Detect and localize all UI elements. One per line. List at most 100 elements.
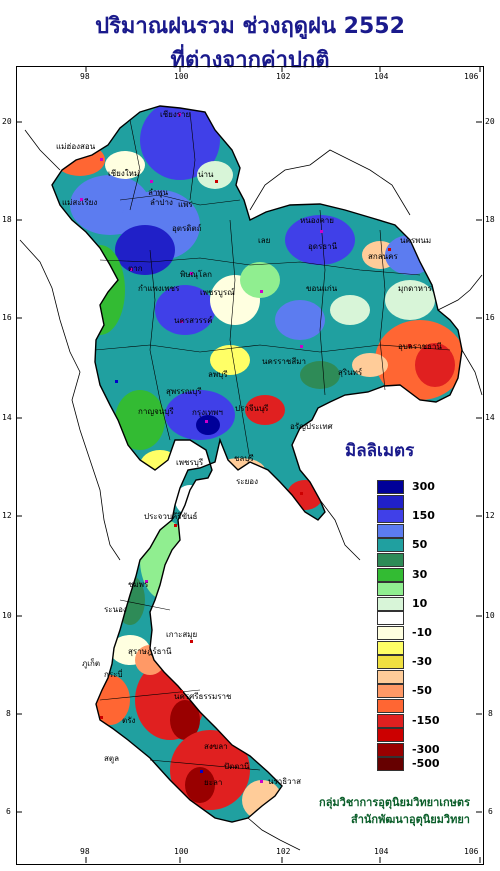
legend-label: 300: [412, 480, 435, 493]
legend-label: 50: [412, 538, 428, 552]
place-label: แม่ฮ่องสอน: [56, 142, 96, 151]
legend-swatch: [377, 640, 404, 655]
lon-tick-top: 102: [276, 72, 291, 81]
lat-tick-left: 20: [2, 117, 12, 126]
place-label: ลำปาง: [150, 198, 173, 207]
legend-label: 150: [412, 509, 435, 523]
place-label: เกาะสมุย: [166, 630, 198, 639]
lat-tick-left: 18: [2, 215, 12, 224]
lat-tick-left: 6: [6, 807, 11, 816]
lon-tick-bottom: 106: [464, 847, 479, 856]
legend-label: -500: [412, 757, 440, 771]
map-subtitle: ที่ต่างจากค่าปกติ: [170, 48, 330, 73]
lon-tick-top: 106: [464, 72, 479, 81]
map-frame: [16, 66, 484, 865]
place-label: ชุมพร: [128, 580, 149, 589]
place-label: เชียงใหม่: [108, 169, 140, 178]
place-label: น่าน: [198, 170, 214, 179]
lat-tick-right: 14: [485, 413, 495, 422]
station-markers: [80, 113, 411, 783]
lat-tick-right: 6: [488, 807, 493, 816]
place-label: สตูล: [104, 754, 119, 763]
legend-swatch: [377, 669, 404, 684]
lon-tick-top: 100: [174, 72, 189, 81]
place-label: ขอนแก่น: [306, 284, 338, 293]
legend-swatch: [377, 596, 404, 611]
legend-label: 10: [412, 596, 428, 610]
lon-tick-bottom: 100: [174, 847, 189, 856]
place-label: เลย: [258, 236, 271, 245]
lon-tick-bottom: 98: [80, 847, 90, 856]
place-label: สุราษฎร์ธานี: [128, 647, 172, 656]
legend-swatch: [377, 567, 404, 582]
legend-label: -150: [412, 713, 440, 727]
place-label: เพชรบูรณ์: [200, 288, 235, 297]
place-label: แม่สะเรียง: [62, 198, 98, 207]
legend-swatch: [377, 553, 404, 567]
place-label: ภูเก็ต: [82, 659, 101, 668]
lat-tick-right: 18: [485, 215, 495, 224]
legend-label: -50: [412, 684, 432, 698]
lat-tick-left: 16: [2, 313, 12, 322]
legend-swatch: [377, 523, 404, 538]
place-label: สุพรรณบุรี: [166, 387, 202, 396]
place-label: สกลนคร: [368, 252, 398, 261]
map-title: ปริมาณฝนรวม ช่วงฤดูฝน 2552: [95, 14, 405, 39]
legend-label: -10: [412, 626, 432, 639]
place-label: อุดรธานี: [308, 242, 338, 251]
legend-swatch: [377, 509, 404, 524]
place-label: ยะลา: [204, 778, 223, 787]
lat-tick-right: 16: [485, 313, 495, 322]
place-label: นครราชสีมา: [262, 357, 306, 366]
place-label: เพชรบุรี: [176, 458, 204, 467]
place-label: อรัญประเทศ: [290, 422, 333, 431]
lon-tick-bottom: 104: [374, 847, 389, 856]
legend-swatch: [377, 494, 404, 509]
legend-swatch: [377, 626, 404, 640]
place-label: ชลบุรี: [234, 454, 254, 463]
place-label: พิษณุโลก: [180, 270, 213, 279]
place-label: กำแพงเพชร: [138, 284, 180, 293]
place-label: กระบี่: [104, 670, 123, 679]
lon-tick-bottom: 102: [276, 847, 291, 856]
lat-tick-left: 8: [6, 709, 11, 718]
legend-swatch: [377, 684, 404, 699]
place-label: เชียงราย: [160, 110, 191, 119]
lat-tick-left: 12: [2, 511, 12, 520]
place-label: มุกดาหาร: [398, 284, 432, 293]
place-label: นครพนม: [400, 236, 432, 245]
place-label: อุบลราชธานี: [398, 342, 442, 351]
credit-line-2: สำนักพัฒนาอุตุนิยมวิทยา: [351, 813, 470, 826]
graticule-ticks: [16, 66, 482, 863]
legend-swatch: [377, 655, 404, 670]
place-label: นครสวรรค์: [174, 316, 213, 325]
province-borders: [94, 111, 451, 771]
legend-swatch: [377, 538, 404, 553]
legend-swatch: [377, 728, 404, 743]
legend-swatch: [377, 582, 404, 597]
place-label: ลพบุรี: [208, 370, 228, 379]
lon-tick-top: 98: [80, 72, 90, 81]
place-label: นราธิวาส: [268, 777, 302, 786]
place-label: ปราจีนบุรี: [235, 404, 269, 413]
place-label: กาญจนบุรี: [138, 407, 174, 416]
legend-label: 30: [412, 567, 428, 581]
lat-tick-right: 12: [485, 511, 495, 520]
credit-line-1: กลุ่มวิชาการอุตุนิยมวิทยาเกษตร: [319, 796, 470, 809]
place-label: ปัตตานี: [224, 762, 250, 771]
neighbor-borders: [19, 129, 483, 851]
lat-tick-left: 10: [2, 611, 12, 620]
legend-swatch: [377, 611, 404, 626]
place-label: นครศรีธรรมราช: [174, 692, 232, 701]
lat-tick-right: 8: [488, 709, 493, 718]
legend-title: มิลลิเมตร: [345, 441, 415, 461]
place-label: ตาก: [128, 264, 143, 273]
place-label: สุรินทร์: [338, 368, 363, 377]
lat-tick-right: 10: [485, 611, 495, 620]
place-label: แพร่: [178, 200, 193, 209]
legend-label: -300: [412, 742, 440, 756]
legend-swatch: [377, 480, 404, 494]
place-label: ระยอง: [236, 477, 258, 486]
legend-swatch: [377, 757, 404, 772]
place-label: ระนอง: [104, 605, 127, 614]
